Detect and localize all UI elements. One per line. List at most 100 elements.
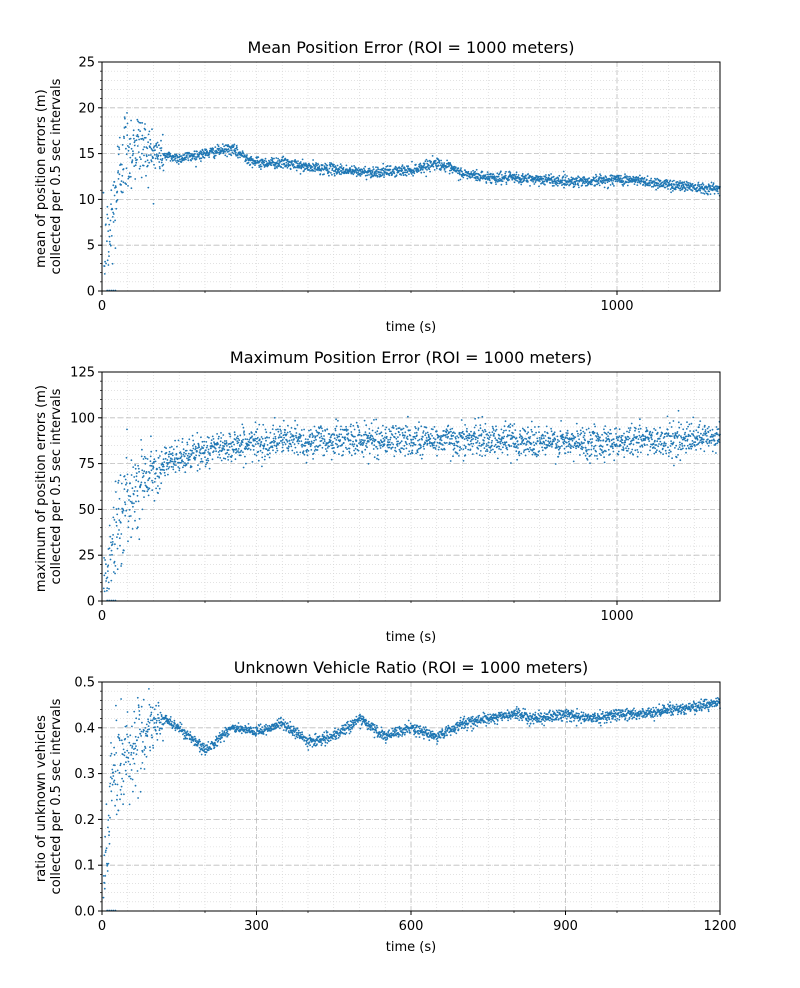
data-point bbox=[589, 434, 592, 437]
data-point bbox=[207, 448, 210, 451]
data-point bbox=[367, 462, 370, 465]
data-point bbox=[271, 428, 274, 430]
data-point bbox=[426, 431, 429, 434]
data-point bbox=[141, 122, 144, 124]
data-point bbox=[579, 429, 582, 432]
data-point bbox=[527, 181, 529, 183]
data-point bbox=[205, 446, 208, 449]
data-point bbox=[683, 181, 686, 184]
data-point bbox=[581, 184, 584, 187]
data-point bbox=[114, 565, 117, 567]
data-point bbox=[227, 456, 229, 458]
data-point bbox=[123, 116, 126, 118]
data-point bbox=[299, 161, 302, 163]
data-point bbox=[435, 162, 438, 165]
data-point bbox=[308, 429, 310, 432]
data-point bbox=[286, 166, 289, 169]
data-point bbox=[314, 165, 317, 168]
data-point bbox=[515, 171, 518, 174]
data-point bbox=[237, 450, 239, 452]
data-point bbox=[271, 440, 274, 443]
data-point bbox=[232, 441, 235, 443]
data-point bbox=[134, 164, 137, 167]
data-point bbox=[670, 184, 673, 187]
data-point bbox=[359, 175, 362, 177]
data-point bbox=[353, 449, 355, 452]
data-point bbox=[581, 448, 584, 451]
data-point bbox=[223, 448, 226, 451]
y-tick-label: 75 bbox=[78, 457, 95, 472]
data-point bbox=[448, 172, 451, 175]
data-point bbox=[150, 469, 153, 472]
data-point bbox=[457, 441, 460, 443]
data-point bbox=[204, 456, 206, 459]
data-point bbox=[578, 186, 580, 189]
data-point bbox=[471, 176, 474, 178]
data-point bbox=[122, 181, 125, 184]
data-point bbox=[113, 194, 116, 197]
data-point bbox=[396, 443, 399, 445]
data-point bbox=[170, 445, 173, 448]
data-point bbox=[242, 426, 245, 429]
data-point bbox=[323, 438, 326, 441]
data-point bbox=[114, 543, 116, 546]
data-point bbox=[108, 547, 111, 550]
data-point bbox=[234, 438, 237, 441]
data-point bbox=[141, 152, 143, 155]
data-point bbox=[484, 422, 487, 425]
data-point bbox=[376, 176, 379, 178]
data-point bbox=[128, 146, 130, 149]
data-point bbox=[227, 449, 230, 451]
data-point bbox=[599, 439, 602, 442]
data-point bbox=[672, 441, 675, 444]
data-point bbox=[108, 240, 111, 243]
data-point bbox=[237, 448, 240, 450]
data-point bbox=[672, 432, 674, 435]
data-point bbox=[478, 442, 481, 444]
data-point bbox=[446, 433, 448, 436]
data-point bbox=[594, 454, 596, 457]
data-point bbox=[178, 153, 181, 156]
data-point bbox=[320, 425, 322, 428]
data-point bbox=[217, 151, 220, 154]
data-point bbox=[112, 211, 114, 214]
data-point bbox=[104, 260, 106, 263]
data-point bbox=[254, 164, 256, 167]
data-point bbox=[529, 436, 532, 438]
data-point bbox=[678, 184, 681, 187]
data-point bbox=[264, 455, 266, 458]
data-point bbox=[487, 434, 490, 437]
data-point bbox=[622, 446, 625, 448]
data-point bbox=[240, 449, 243, 452]
data-point bbox=[126, 122, 129, 125]
data-point bbox=[528, 450, 531, 453]
data-point bbox=[290, 433, 292, 435]
data-point bbox=[218, 435, 220, 438]
data-point bbox=[425, 175, 428, 178]
data-point bbox=[665, 183, 668, 186]
data-point bbox=[486, 448, 488, 451]
data-point bbox=[648, 440, 651, 442]
data-point bbox=[108, 223, 111, 226]
data-point bbox=[353, 443, 356, 445]
data-point bbox=[457, 445, 459, 448]
data-point bbox=[163, 461, 166, 463]
data-point bbox=[565, 441, 568, 444]
data-point bbox=[412, 174, 414, 177]
data-point bbox=[656, 449, 658, 452]
data-point bbox=[496, 172, 499, 175]
data-point bbox=[484, 454, 487, 457]
data-point bbox=[440, 168, 442, 171]
data-point bbox=[166, 465, 169, 468]
data-point bbox=[456, 435, 458, 437]
data-point bbox=[366, 446, 368, 449]
data-point bbox=[128, 499, 130, 501]
data-point bbox=[647, 453, 649, 456]
data-point bbox=[587, 442, 590, 445]
data-point bbox=[328, 171, 330, 173]
data-point bbox=[247, 447, 250, 450]
data-point bbox=[603, 428, 605, 431]
data-point bbox=[611, 174, 614, 177]
data-point bbox=[144, 123, 146, 125]
data-point bbox=[153, 163, 155, 166]
